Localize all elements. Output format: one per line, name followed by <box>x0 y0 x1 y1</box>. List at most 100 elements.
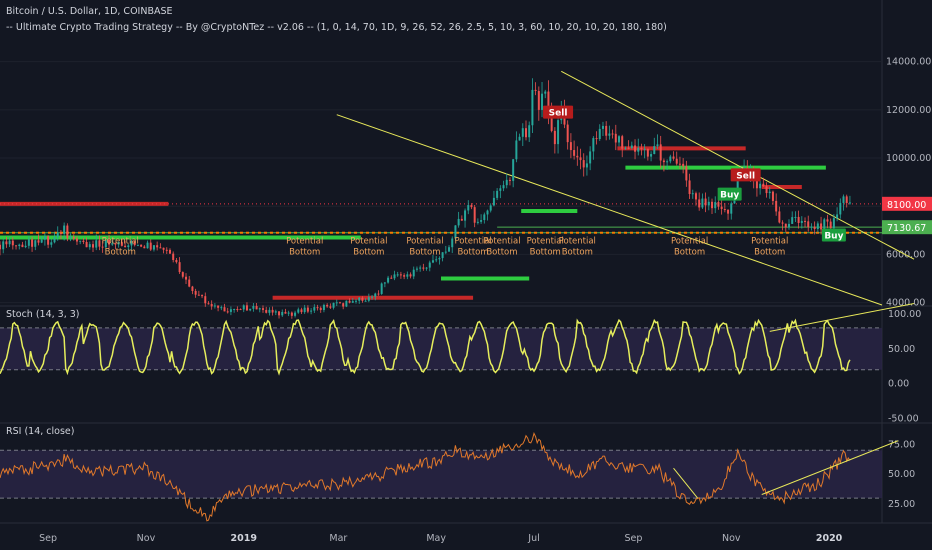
candle-body <box>618 136 621 143</box>
candle-body <box>781 222 784 224</box>
candle-body <box>662 160 665 163</box>
candle-body <box>736 177 739 191</box>
candle-body <box>621 136 624 149</box>
rsi-pane-label: RSI (14, close) <box>6 426 75 437</box>
candle-body <box>181 272 184 277</box>
candle-body <box>845 196 848 203</box>
candle-body <box>566 124 569 143</box>
candle-body <box>95 240 98 248</box>
candle-body <box>117 242 120 245</box>
candle-body <box>322 304 325 311</box>
candle-body <box>431 260 434 263</box>
candle-body <box>236 309 239 311</box>
candle-body <box>557 120 560 145</box>
candle-body <box>271 309 274 313</box>
candle-body <box>464 210 467 221</box>
candle-body <box>759 183 762 189</box>
candle-body <box>528 125 531 138</box>
candle-body <box>627 147 630 149</box>
candle-body <box>217 305 220 308</box>
candle-body <box>297 309 300 313</box>
candle-body <box>444 251 447 253</box>
candle-body <box>265 309 268 313</box>
candle-body <box>438 258 441 260</box>
candle-body <box>371 296 374 298</box>
candle-body <box>611 133 614 135</box>
candle-body <box>53 237 56 243</box>
potential-bottom-label: Bottom <box>353 247 384 257</box>
candle-body <box>98 240 101 247</box>
candle-body <box>832 218 835 229</box>
candle-body <box>778 211 781 223</box>
candle-body <box>537 90 540 110</box>
candle-body <box>185 276 188 280</box>
candle-body <box>771 191 774 201</box>
candle-body <box>730 203 733 214</box>
candle-body <box>345 300 348 307</box>
candle-body <box>143 246 146 249</box>
candle-body <box>576 155 579 158</box>
candle-body <box>704 198 707 206</box>
candle-body <box>804 220 807 222</box>
candle-body <box>18 244 21 246</box>
candle-body <box>428 262 431 268</box>
candle-body <box>579 157 582 161</box>
candle-body <box>810 226 813 228</box>
candle-body <box>476 221 479 223</box>
potential-bottom-label: Bottom <box>530 247 561 257</box>
x-tick-label: May <box>426 533 446 544</box>
candle-body <box>104 239 107 248</box>
candles-group <box>0 78 851 319</box>
x-tick-label: Nov <box>137 533 156 544</box>
candle-body <box>441 252 444 259</box>
potential-bottom-label: Bottom <box>105 247 136 257</box>
buy-signal-label: Buy <box>720 191 739 201</box>
candle-body <box>364 300 367 302</box>
candle-body <box>553 130 556 145</box>
strategy-legend: -- Ultimate Crypto Trading Strategy -- B… <box>6 22 667 33</box>
candle-body <box>669 156 672 162</box>
candle-body <box>826 219 829 222</box>
candle-body <box>82 240 85 242</box>
candle-body <box>290 312 293 316</box>
stoch-tick-label: 100.00 <box>888 309 921 320</box>
potential-bottom-label: Potential <box>454 237 491 247</box>
candle-body <box>720 206 723 210</box>
candle-body <box>374 293 377 297</box>
candle-body <box>634 145 637 152</box>
candle-body <box>27 239 30 246</box>
candle-body <box>43 236 46 240</box>
candle-body <box>608 133 611 136</box>
candle-body <box>207 303 210 305</box>
potential-bottom-label: Potential <box>527 237 564 247</box>
candle-body <box>383 282 386 284</box>
candle-body <box>630 145 633 148</box>
candle-body <box>589 151 592 164</box>
candle-body <box>646 148 649 157</box>
x-tick-label: Nov <box>722 533 741 544</box>
candle-body <box>486 210 489 215</box>
candle-body <box>813 226 816 230</box>
sell-signal-tag <box>730 168 761 182</box>
candle-body <box>50 242 53 245</box>
x-tick-label: Jul <box>527 533 539 544</box>
price-tick-label: 4000.00 <box>886 298 925 309</box>
potential-bottom-label: Potential <box>350 237 387 247</box>
candle-body <box>348 300 351 303</box>
candle-body <box>797 216 800 223</box>
candle-body <box>643 148 646 150</box>
candle-body <box>210 303 213 307</box>
potential-bottom-label: Bottom <box>674 247 705 257</box>
support-price-badge: 7130.67 <box>887 223 926 234</box>
candle-body <box>79 240 82 242</box>
candle-body <box>306 307 309 312</box>
last-price-badge: 8100.00 <box>887 200 926 211</box>
price-tick-label: 14000.00 <box>886 57 931 68</box>
rsi-trendline <box>673 467 698 499</box>
candle-body <box>547 91 550 114</box>
price-tick-label: 12000.00 <box>886 105 931 116</box>
candle-body <box>101 246 104 248</box>
candle-body <box>492 197 495 206</box>
candle-body <box>624 147 627 149</box>
